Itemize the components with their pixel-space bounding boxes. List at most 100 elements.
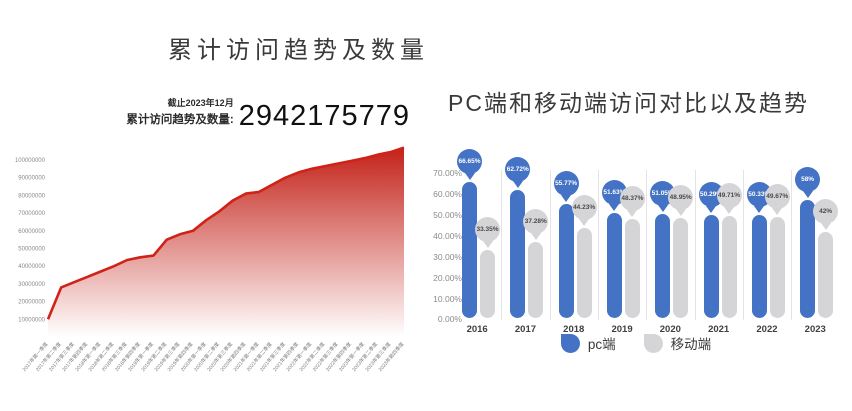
- mobile-bar: [480, 249, 495, 318]
- pc-value-bubble: 66.65%: [457, 148, 482, 180]
- year-group-2021: 50.29% 49.71% 2021: [695, 175, 743, 335]
- cumulative-total-stat: 截止2023年12月 累计访问趋势及数量: 2942175779: [105, 96, 410, 133]
- right-ytick-label: 60.00%: [433, 188, 462, 199]
- year-label: 2017: [514, 324, 537, 335]
- mobile-bar: [721, 216, 737, 318]
- cumulative-chart-title: 累计访问趋势及数量: [168, 37, 429, 64]
- cumulative-total-label: 累计访问趋势及数量:: [126, 114, 234, 126]
- year-group-2016: 66.65% 33.35% 2016: [453, 148, 501, 335]
- comparison-y-axis: 70.00% 60.00% 50.00% 40.00% 30.00% 20.00% 10.0…: [418, 169, 462, 324]
- year-label: 2022: [756, 324, 778, 335]
- left-ytick-label: 60000000: [18, 229, 45, 235]
- pc-legend-label: pc端: [587, 337, 616, 352]
- legend-item-pc: pc端: [560, 333, 616, 353]
- left-ytick-label: 40000000: [18, 264, 45, 270]
- year-group-2022: 50.33% 49.67% 2022: [743, 175, 791, 335]
- group-separator: [742, 170, 744, 320]
- bubble-tail: [482, 240, 493, 248]
- right-ytick-label: 0.00%: [437, 314, 462, 325]
- cumulative-area-chart: 10000000 20000000 30000000 40000000 50000000…: [8, 146, 412, 396]
- year-group-2018: 55.77% 44.23% 2018: [550, 171, 598, 335]
- pc-bar: [800, 199, 816, 318]
- right-ytick-label: 20.00%: [433, 272, 462, 283]
- year-group-2017: 62.72% 37.28% 2017: [501, 156, 549, 335]
- year-group-2020: 51.05% 48.95% 2020: [646, 175, 694, 335]
- pc-value-bubble: 62.72%: [505, 156, 531, 188]
- mobile-bar: [673, 218, 689, 318]
- pc-value-bubble: 58%: [795, 166, 821, 198]
- mobile-bar: [818, 232, 834, 318]
- bubble-tail: [754, 206, 765, 214]
- group-separator: [597, 170, 599, 320]
- mobile-value-bubble: 37.28%: [523, 208, 549, 240]
- pc-bar: [606, 212, 622, 318]
- group-separator: [791, 170, 793, 320]
- bubble-tail: [675, 209, 686, 216]
- year-label: 2016: [466, 324, 488, 335]
- mobile-legend-label: 移动端: [670, 337, 712, 352]
- comparison-chart-title: PC端和移动端访问对比以及趋势: [448, 90, 809, 116]
- left-ytick-label: 30000000: [18, 282, 45, 288]
- bubble-tail: [657, 204, 668, 212]
- left-ytick-label: 50000000: [18, 247, 45, 253]
- bubble-tail: [561, 195, 572, 203]
- pc-bar: [510, 189, 526, 318]
- year-label: 2023: [804, 324, 826, 335]
- mobile-value-bubble: 49.71%: [716, 183, 742, 215]
- bubble-tail: [530, 232, 541, 240]
- mobile-legend-marker-icon: [643, 333, 663, 353]
- mobile-value-bubble: 42%: [813, 199, 839, 231]
- bubble-tail: [512, 180, 523, 188]
- bubble-tail: [706, 206, 716, 214]
- bubble-tail: [772, 207, 783, 215]
- comparison-plot-area: 66.65% 33.35% 2016 62.72% 37.28% 2017 55.77% 44…: [453, 148, 840, 335]
- area-fill: [48, 147, 404, 337]
- pc-value-bubble: 55.77%: [553, 171, 579, 203]
- bubble-tail: [802, 190, 813, 198]
- bubble-tail: [820, 223, 831, 231]
- year-label: 2021: [708, 324, 730, 335]
- mobile-bar: [769, 216, 785, 318]
- bubble-tail: [579, 218, 590, 226]
- mobile-value-bubble: 33.35%: [475, 216, 500, 248]
- pc-bar: [462, 181, 477, 318]
- year-label: 2019: [611, 324, 633, 335]
- left-ytick-label: 100000000: [15, 158, 46, 164]
- mobile-value-bubble: 48.95%: [668, 185, 694, 216]
- left-ytick-label: 20000000: [18, 300, 45, 306]
- area-chart-svg: 10000000 20000000 30000000 40000000 50000000…: [15, 146, 406, 373]
- year-group-2019: 51.63% 48.37% 2019: [598, 175, 646, 335]
- pc-bar: [751, 215, 767, 318]
- right-ytick-label: 70.00%: [433, 168, 462, 178]
- group-separator: [501, 170, 503, 320]
- mobile-value-bubble: 48.37%: [619, 186, 645, 218]
- group-separator: [549, 170, 551, 320]
- left-ytick-label: 80000000: [18, 193, 45, 199]
- cumulative-total-value: 2942175779: [238, 100, 410, 133]
- bubble-tail: [609, 203, 620, 211]
- group-separator: [694, 170, 696, 320]
- cumulative-stat-labels: 截止2023年12月 累计访问趋势及数量:: [126, 96, 233, 129]
- group-separator: [646, 170, 648, 320]
- right-ytick-label: 50.00%: [433, 209, 462, 220]
- bubble-tail: [627, 210, 638, 218]
- pc-value-bubble: 50.33%: [746, 182, 772, 214]
- pc-bar: [558, 204, 574, 318]
- pc-legend-marker-icon: [560, 333, 580, 353]
- right-ytick-label: 30.00%: [433, 251, 462, 262]
- year-label: 2020: [659, 324, 681, 335]
- left-ytick-label: 10000000: [18, 317, 45, 323]
- year-group-2023: 58% 42% 2023: [791, 166, 839, 335]
- pc-bar: [655, 213, 671, 318]
- trend-line: [46, 146, 405, 320]
- comparison-legend: pc端 移动端: [420, 333, 852, 353]
- mobile-value-bubble: 44.23%: [571, 194, 597, 226]
- mobile-value-bubble: 49.67%: [764, 183, 790, 215]
- mobile-bar: [528, 241, 544, 318]
- pc-bar: [703, 215, 719, 318]
- bubble-tail: [724, 207, 734, 215]
- legend-item-mobile: 移动端: [643, 333, 712, 353]
- asof-date-label: 截止2023年12月: [167, 98, 234, 108]
- left-ytick-label: 90000000: [18, 176, 45, 182]
- right-ytick-label: 10.00%: [433, 293, 462, 304]
